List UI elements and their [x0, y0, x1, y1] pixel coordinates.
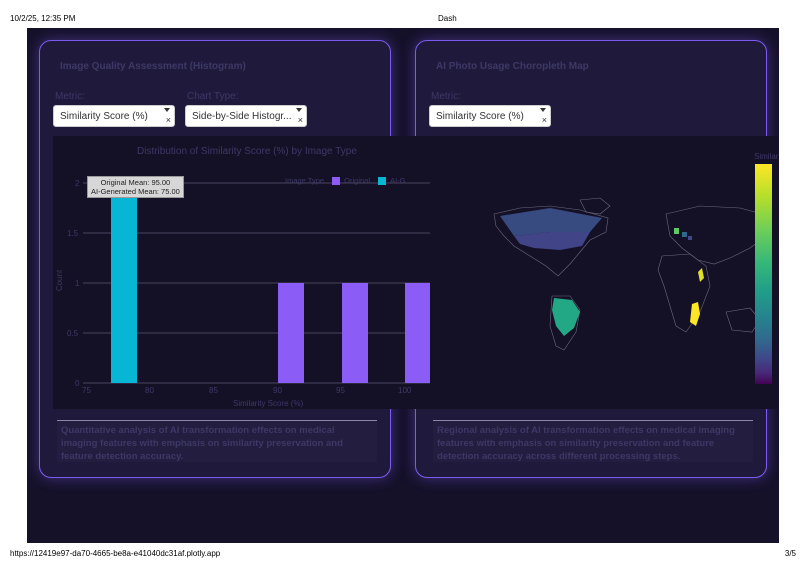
legend-swatch-ai	[378, 177, 387, 186]
metric-dropdown[interactable]: Similarity Score (%) ×	[53, 105, 175, 127]
metric-dropdown[interactable]: Similarity Score (%) ×	[429, 105, 551, 127]
x-tick: 75	[82, 386, 91, 395]
card-description: Quantitative analysis of AI transformati…	[57, 420, 377, 462]
print-page-number: 3/5	[784, 549, 796, 558]
card-title: Image Quality Assessment (Histogram)	[60, 61, 246, 72]
y-tick: 0.5	[67, 329, 79, 338]
dash-app: Image Quality Assessment (Histogram) Met…	[27, 28, 779, 543]
x-tick: 90	[273, 386, 282, 395]
chart-type-label: Chart Type:	[187, 91, 239, 102]
choropleth-map[interactable]: Similar	[430, 136, 779, 409]
y-tick: 1.5	[67, 229, 79, 238]
chart-type-dropdown-value: Side-by-Side Histogr...	[192, 111, 292, 122]
x-axis-label: Similarity Score (%)	[233, 399, 304, 408]
print-url: https://12419e97-da70-4665-be8a-e41040dc…	[10, 549, 221, 558]
clear-icon[interactable]: ×	[297, 115, 303, 125]
ai-mean: AI-Generated Mean: 75.00	[91, 187, 180, 196]
metric-label: Metric:	[431, 91, 461, 102]
print-datetime: 10/2/25, 12:35 PM	[10, 14, 76, 23]
y-tick: 2	[75, 179, 80, 188]
histogram-plot-area	[83, 182, 430, 384]
chevron-down-icon[interactable]	[540, 108, 546, 112]
mean-annotation: Original Mean: 95.00 AI-Generated Mean: …	[87, 176, 184, 198]
histogram-chart[interactable]: Distribution of Similarity Score (%) by …	[53, 136, 430, 409]
chart-title: Distribution of Similarity Score (%) by …	[137, 146, 357, 157]
clear-icon[interactable]: ×	[541, 115, 547, 125]
y-axis-label: Count	[55, 269, 65, 292]
y-tick: 0	[75, 379, 80, 388]
chevron-down-icon[interactable]	[296, 108, 302, 112]
colorbar-title: Similar	[754, 152, 779, 161]
legend-item-ai[interactable]: AI-G	[390, 176, 406, 185]
legend-title: Image Type	[285, 176, 325, 185]
x-tick: 95	[336, 386, 345, 395]
original-mean: Original Mean: 95.00	[100, 178, 171, 187]
clear-icon[interactable]: ×	[165, 115, 171, 125]
metric-dropdown-value: Similarity Score (%)	[60, 111, 148, 122]
chart-legend[interactable]: Image Type Original AI-G	[285, 176, 406, 186]
metric-dropdown-value: Similarity Score (%)	[436, 111, 524, 122]
x-tick: 100	[398, 386, 412, 395]
world-map	[493, 197, 771, 351]
card-title: AI Photo Usage Choropleth Map	[436, 61, 589, 72]
print-title: Dash	[438, 14, 457, 23]
legend-swatch-original	[332, 177, 341, 186]
card-description: Regional analysis of AI transformation e…	[433, 420, 753, 462]
metric-label: Metric:	[55, 91, 85, 102]
chart-type-dropdown[interactable]: Side-by-Side Histogr... ×	[185, 105, 307, 127]
chevron-down-icon[interactable]	[164, 108, 170, 112]
print-header: 10/2/25, 12:35 PM Dash	[0, 0, 806, 28]
colorbar	[755, 164, 772, 384]
y-tick: 1	[75, 279, 80, 288]
x-tick: 80	[145, 386, 154, 395]
legend-item-original[interactable]: Original	[344, 176, 370, 185]
x-tick: 85	[209, 386, 218, 395]
